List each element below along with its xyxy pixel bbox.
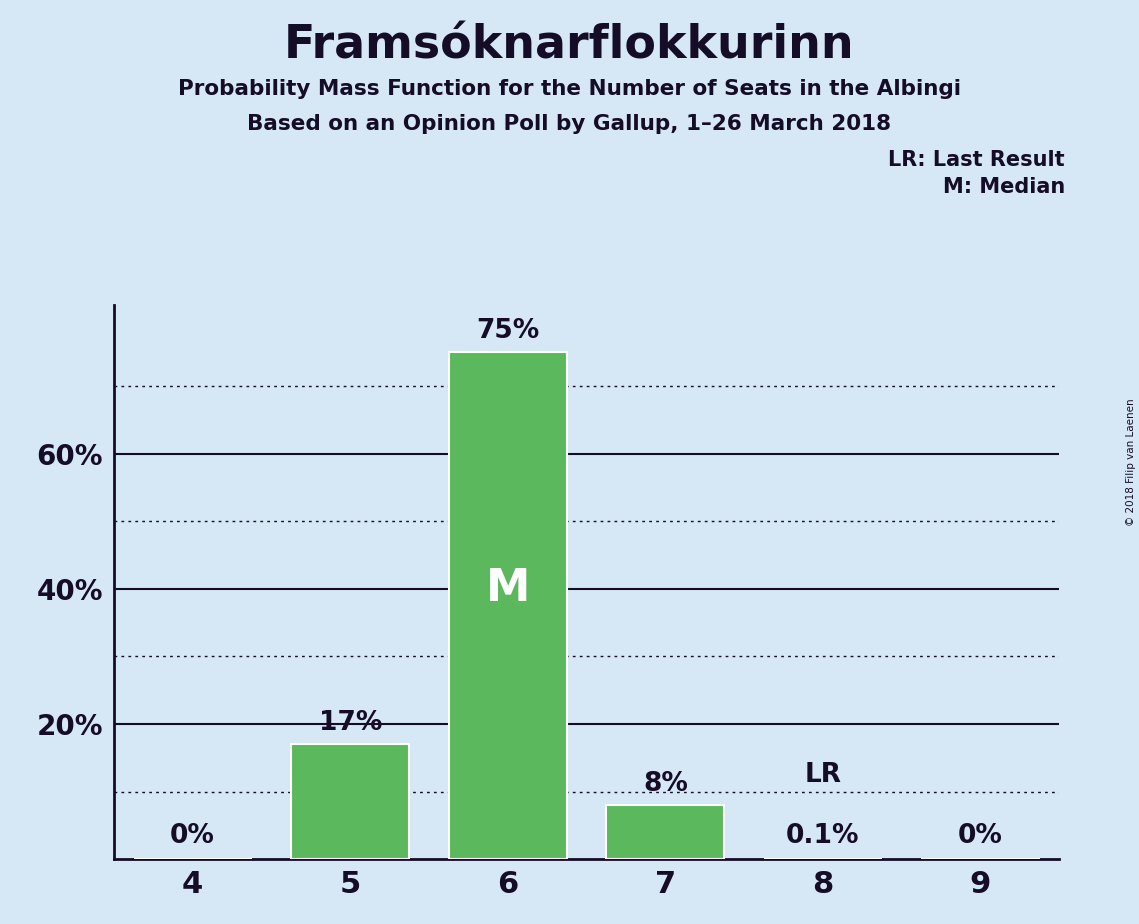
Text: © 2018 Filip van Laenen: © 2018 Filip van Laenen (1126, 398, 1136, 526)
Text: M: M (485, 567, 530, 611)
Text: LR: LR (804, 762, 842, 788)
Text: Framsóknarflokkurinn: Framsóknarflokkurinn (285, 23, 854, 68)
Text: M: Median: M: Median (943, 177, 1065, 198)
Bar (606, 805, 724, 859)
Bar (292, 745, 409, 859)
Text: 75%: 75% (476, 318, 540, 344)
Text: 0%: 0% (170, 823, 215, 849)
Bar (449, 352, 567, 859)
Text: Probability Mass Function for the Number of Seats in the Albingi: Probability Mass Function for the Number… (178, 79, 961, 99)
Text: 0.1%: 0.1% (786, 823, 860, 849)
Text: 17%: 17% (319, 711, 382, 736)
Text: 0%: 0% (958, 823, 1003, 849)
Text: Based on an Opinion Poll by Gallup, 1–26 March 2018: Based on an Opinion Poll by Gallup, 1–26… (247, 114, 892, 134)
Text: 8%: 8% (642, 772, 688, 797)
Text: LR: Last Result: LR: Last Result (888, 150, 1065, 170)
